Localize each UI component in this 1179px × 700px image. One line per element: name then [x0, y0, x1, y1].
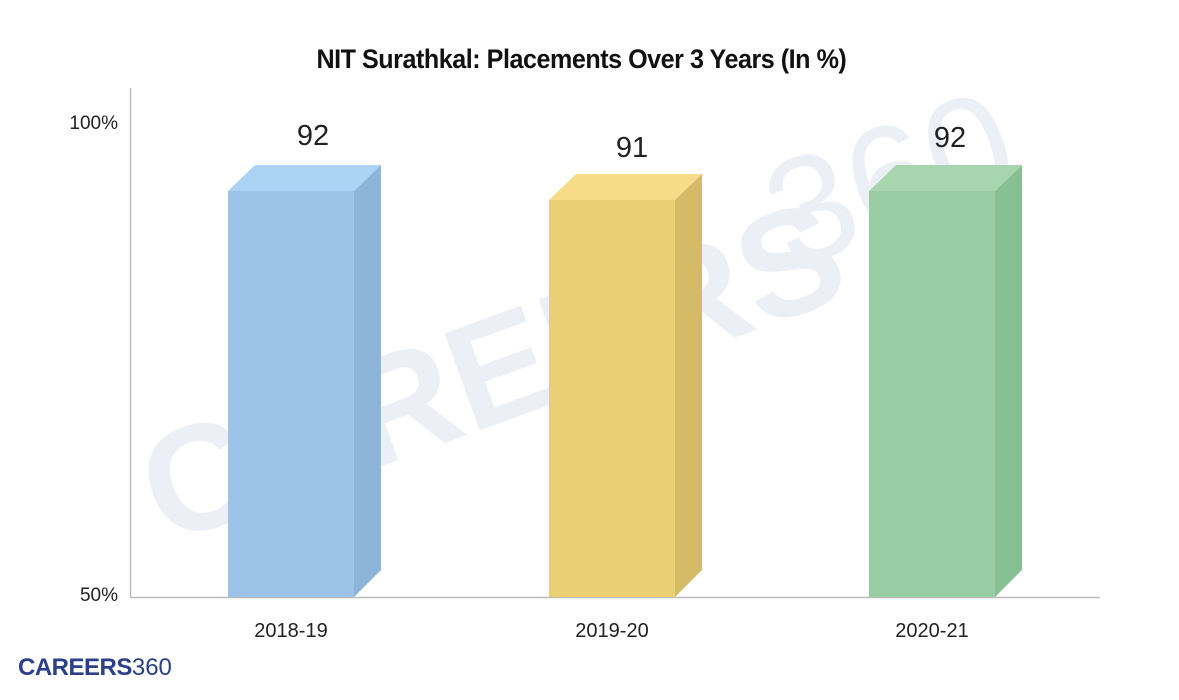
bar-front-face [228, 191, 354, 597]
bar-side-face [995, 165, 1022, 597]
value-label-2019-20: 91 [615, 132, 649, 164]
chart-title-text: NIT Surathkal: Placements Over 3 Years (… [316, 44, 847, 74]
x-tick-2018-19: 2018-19 [254, 620, 328, 642]
bar-2019-20 [549, 174, 702, 597]
careers360-logo: CAREERS360 [18, 654, 172, 682]
x-tick-2020-21: 2020-21 [895, 620, 969, 642]
x-tick-2019-20: 2019-20 [575, 620, 649, 642]
bar-2020-21 [869, 165, 1022, 597]
y-tick-50: 50% [79, 585, 118, 606]
bar-top-face [549, 174, 702, 200]
bar-top-face [869, 165, 1022, 191]
bar-side-face [354, 165, 381, 597]
bar-side-face [675, 174, 702, 597]
logo-bold-text: CAREERS [18, 654, 132, 681]
value-label-2018-19: 92 [296, 120, 330, 152]
chart-title: NIT Surathkal: Placements Over 3 Years (… [41, 44, 1137, 75]
bar-front-face [869, 191, 995, 597]
bar-top-face [228, 165, 381, 191]
logo-light-text: 360 [131, 654, 172, 681]
value-label-2020-21: 92 [933, 122, 967, 154]
y-tick-100: 100% [69, 113, 118, 134]
bar-2018-19 [228, 165, 381, 597]
bar-front-face [549, 200, 675, 597]
